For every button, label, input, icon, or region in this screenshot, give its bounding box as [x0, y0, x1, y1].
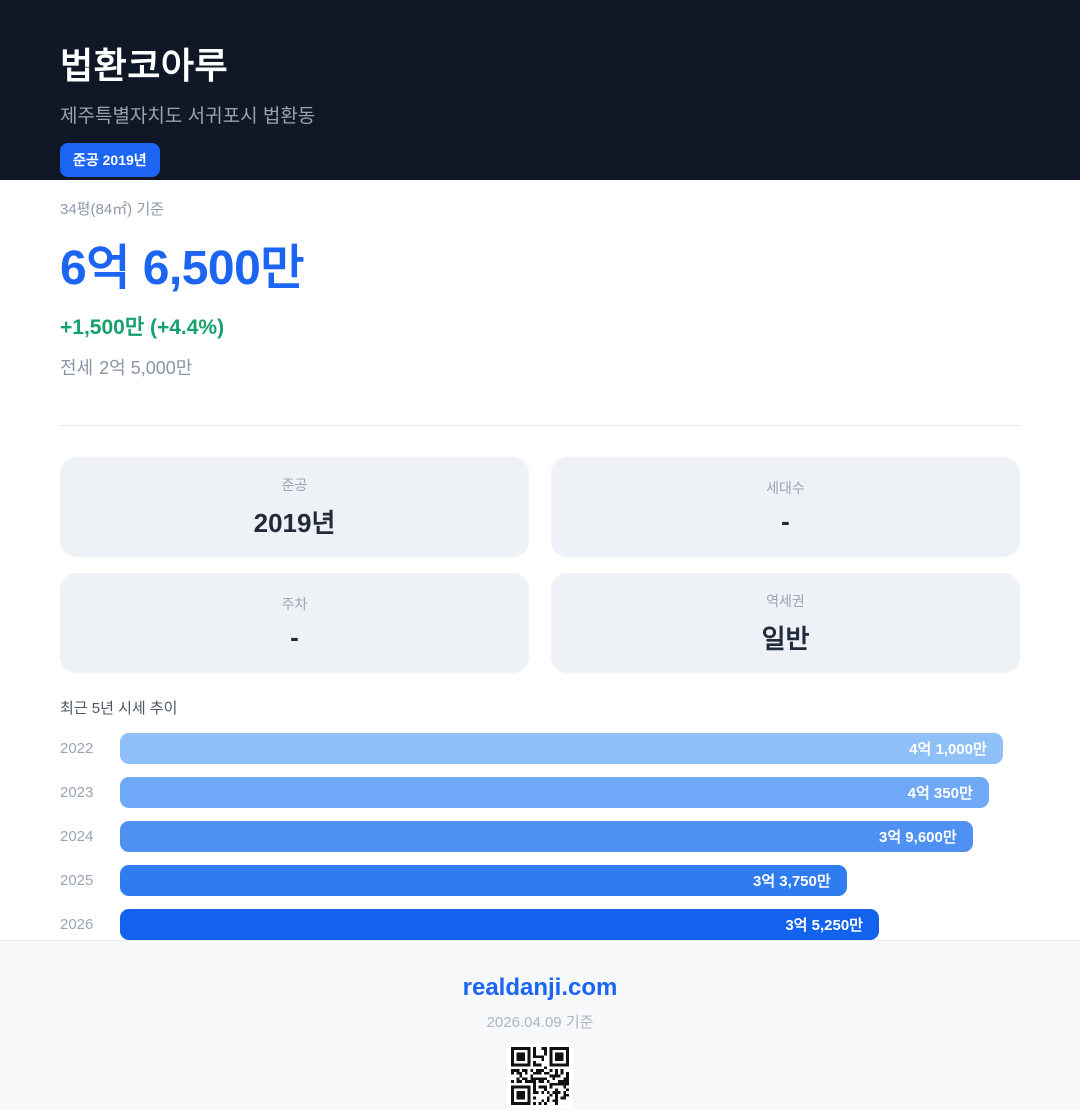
chart-bar: 4억 1,000만: [120, 733, 1003, 764]
price-trend-chart: 최근 5년 시세 추이 2022 4억 1,000만 2023 4억 350만 …: [60, 697, 1020, 940]
chart-year-label: 2024: [60, 828, 94, 845]
info-card-station-area: 역세권 일반: [551, 573, 1020, 673]
chart-bar-value-label: 3억 9,600만: [879, 829, 957, 846]
chart-title: 최근 5년 시세 추이: [60, 700, 178, 717]
chart-track: 3억 5,250만: [120, 909, 1020, 940]
jeonse-value: 2억 5,000만: [99, 358, 193, 378]
chart-rows: 2022 4억 1,000만 2023 4억 350만 2024 3억 9,60…: [60, 733, 1020, 940]
chart-bar: 3억 9,600만: [120, 821, 973, 852]
info-card-value: 2019년: [253, 507, 336, 538]
chart-bar-value-label: 3억 3,750만: [753, 873, 831, 890]
footer-qr-wrap: [0, 1043, 1080, 1109]
chart-track: 3억 3,750만: [120, 865, 1020, 896]
info-card-value: -: [290, 621, 299, 652]
price-basis-label: 34평(84㎡) 기준: [60, 201, 164, 218]
price-section: 34평(84㎡) 기준 6억 6,500만 +1,500만 (+4.4%) 전세…: [0, 180, 1080, 380]
chart-bar-value-label: 3억 5,250만: [785, 917, 863, 934]
chart-row: 2026 3억 5,250만: [60, 909, 1020, 940]
apartment-location: 제주특별자치도 서귀포시 법환동: [60, 106, 316, 127]
chart-track: 3억 9,600만: [120, 821, 1020, 852]
chart-year-label: 2023: [60, 784, 94, 801]
info-card-grid: 준공 2019년 세대수 - 주차 - 역세권 일반: [60, 457, 1020, 673]
chart-track: 4억 350만: [120, 777, 1020, 808]
info-card-value: -: [781, 505, 790, 536]
chart-row: 2023 4억 350만: [60, 777, 1020, 808]
jeonse-label: 전세: [60, 358, 94, 378]
chart-bar: 4억 350만: [120, 777, 989, 808]
chart-year-label: 2022: [60, 740, 94, 757]
info-card-value: 일반: [761, 623, 810, 654]
header: 법환코아루 제주특별자치도 서귀포시 법환동 준공 2019년: [0, 0, 1080, 180]
chart-track: 4억 1,000만: [120, 733, 1020, 764]
jeonse-price: 전세 2억 5,000만: [60, 354, 1020, 380]
footer: realdanji.com 2026.04.09 기준: [0, 940, 1080, 1110]
chart-row: 2022 4억 1,000만: [60, 733, 1020, 764]
qr-code-icon: [507, 1043, 573, 1109]
chart-row: 2024 3억 9,600만: [60, 821, 1020, 852]
completion-year-badge: 준공 2019년: [60, 143, 160, 177]
chart-bar-value-label: 4억 1,000만: [909, 741, 987, 758]
info-card-parking: 주차 -: [60, 573, 529, 673]
info-card-label: 세대수: [766, 479, 805, 496]
chart-row: 2025 3억 3,750만: [60, 865, 1020, 896]
chart-bar: 3억 3,750만: [120, 865, 847, 896]
info-card-households: 세대수 -: [551, 457, 1020, 557]
info-card-label: 주차: [281, 595, 308, 612]
section-divider: [60, 425, 1020, 426]
chart-bar-value-label: 4억 350만: [907, 785, 973, 802]
price-change: +1,500만 (+4.4%): [60, 316, 225, 339]
current-price: 6억 6,500만: [60, 242, 304, 295]
chart-year-label: 2026: [60, 916, 94, 933]
chart-bar: 3억 5,250만: [120, 909, 879, 940]
info-card-label: 준공: [281, 476, 308, 493]
data-date: 2026.04.09 기준: [486, 1014, 594, 1031]
site-link[interactable]: realdanji.com: [462, 974, 618, 1001]
chart-year-label: 2025: [60, 872, 94, 889]
info-card-completion: 준공 2019년: [60, 457, 529, 557]
apartment-name: 법환코아루: [60, 45, 229, 86]
info-card-label: 역세권: [766, 592, 805, 609]
